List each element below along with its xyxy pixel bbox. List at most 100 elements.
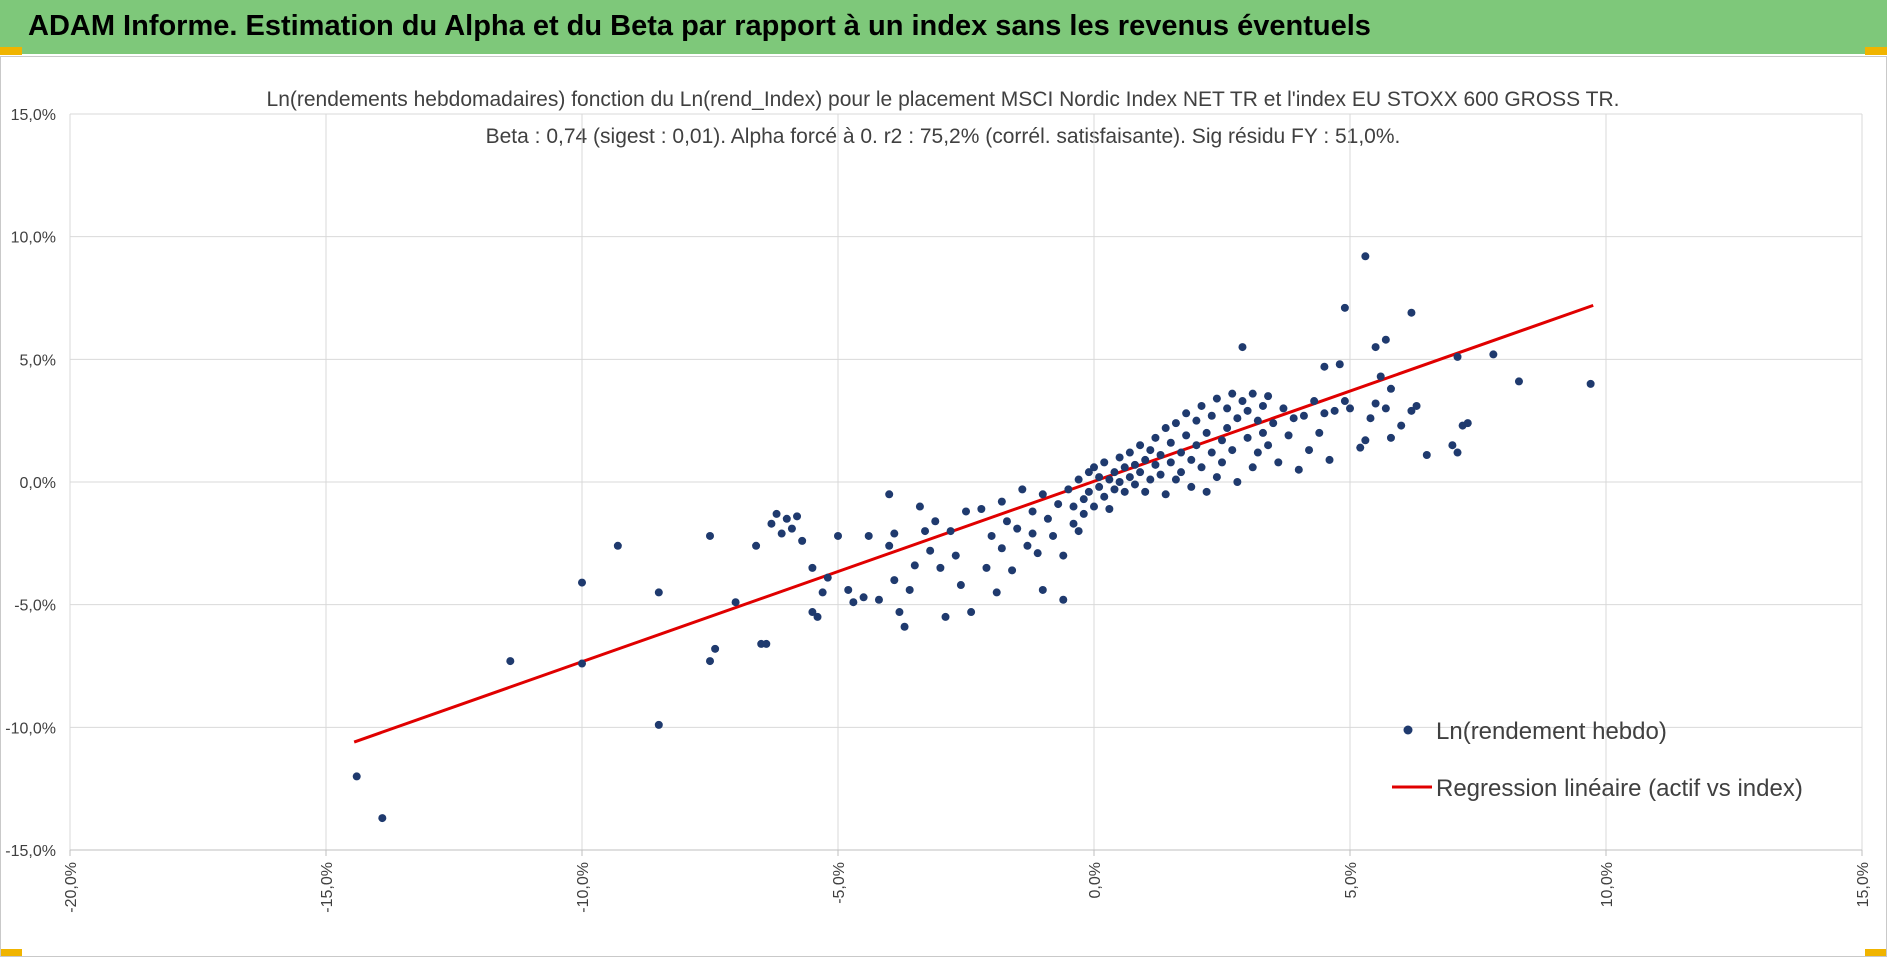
scatter-point (1151, 460, 1160, 469)
scatter-point (808, 563, 817, 572)
scatter-point (1074, 527, 1083, 536)
scatter-point (1586, 379, 1595, 388)
scatter-point (1028, 507, 1037, 516)
scatter-point (1130, 460, 1139, 469)
scatter-point (1264, 392, 1273, 401)
scatter-point (1274, 458, 1283, 467)
scatter-point (1146, 446, 1155, 455)
scatter-point (578, 659, 586, 668)
scatter-point (997, 544, 1006, 553)
corner-marker-top-right (1865, 47, 1887, 55)
scatter-point (1381, 404, 1390, 413)
corner-marker-bottom-right (1865, 949, 1887, 957)
scatter-point (1125, 473, 1134, 482)
scatter-point (1043, 514, 1052, 523)
regression-layer (353, 303, 1594, 744)
scatter-point (834, 531, 842, 540)
scatter-point (1120, 463, 1129, 472)
scatter-point (992, 588, 1001, 597)
scatter-point (1090, 502, 1098, 511)
scatter-point (1008, 566, 1017, 575)
scatter-point (1192, 441, 1201, 450)
scatter-point (1120, 487, 1129, 496)
scatter-point (711, 644, 720, 653)
chart-subtitle: Beta : 0,74 (sigest : 0,01). Alpha forcé… (486, 125, 1401, 148)
scatter-point (1212, 473, 1221, 482)
scatter-point (1258, 401, 1267, 410)
y-tick-label: 15,0% (11, 107, 56, 124)
scatter-point (1197, 401, 1206, 410)
regression-line (353, 303, 1594, 744)
scatter-point (1115, 453, 1124, 462)
scatter-point (1161, 424, 1170, 433)
scatter-point (1386, 433, 1395, 442)
scatter-point (813, 612, 822, 621)
scatter-point (1223, 424, 1232, 433)
scatter-point (1002, 517, 1011, 526)
scatter-point (1279, 404, 1288, 413)
scatter-point (1218, 436, 1226, 445)
scatter-point (890, 576, 899, 585)
scatter-point (654, 588, 663, 597)
scatter-point (941, 612, 950, 621)
scatter-point (890, 529, 899, 538)
scatter-point (1371, 399, 1380, 408)
scatter-point (1023, 541, 1032, 550)
scatter-point (777, 529, 786, 538)
scatter-point (752, 541, 761, 550)
scatter-point (1166, 458, 1175, 467)
x-tick-label: 5,0% (1343, 862, 1360, 898)
scatter-point (1330, 406, 1339, 415)
scatter-point (859, 593, 868, 602)
scatter-point (864, 531, 873, 540)
scatter-point (1105, 504, 1114, 513)
scatter-point (654, 720, 663, 729)
scatter-point (849, 598, 858, 607)
scatter-point (1079, 495, 1088, 504)
scatter-point (987, 531, 996, 540)
scatter-point (885, 541, 894, 550)
scatter-point (1361, 252, 1370, 261)
header-title: ADAM Informe. Estimation du Alpha et du … (28, 10, 1371, 42)
scatter-point (506, 657, 515, 666)
scatter-point (956, 581, 965, 590)
header-bar: ADAM Informe. Estimation du Alpha et du … (0, 0, 1887, 56)
scatter-point (1407, 308, 1416, 317)
scatter-point (1151, 433, 1160, 442)
scatter-point (1084, 468, 1093, 477)
scatter-point (1171, 419, 1180, 428)
scatter-point (1074, 475, 1083, 484)
scatter-point (1448, 441, 1457, 450)
scatter-point (1192, 416, 1201, 425)
scatter-point (1310, 397, 1319, 406)
legend: Ln(rendement hebdo) Regression linéaire … (1392, 718, 1803, 802)
scatter-point (1320, 362, 1329, 371)
scatter-point (931, 517, 940, 526)
scatter-point (1299, 411, 1308, 420)
y-tick-label: -5,0% (14, 598, 56, 615)
scatter-point (808, 608, 817, 617)
scatter-point (1248, 463, 1257, 472)
scatter-point (1376, 372, 1385, 381)
scatter-point (1223, 404, 1232, 413)
scatter-point (997, 497, 1006, 506)
scatter-point (1361, 436, 1370, 445)
scatter-point (1305, 446, 1314, 455)
scatter-point (787, 524, 796, 533)
scatter-point (1264, 441, 1273, 450)
y-tick-label: 5,0% (20, 352, 56, 369)
scatter-point (1033, 549, 1042, 558)
x-tick-label: -15,0% (319, 862, 336, 913)
scatter-point (1100, 458, 1109, 467)
scatter-point (1177, 448, 1186, 457)
scatter-point (1146, 475, 1155, 484)
scatter-point (1115, 478, 1124, 486)
scatter-point (1386, 384, 1395, 393)
scatter-point (1407, 406, 1416, 415)
scatter-point (936, 563, 945, 572)
scatter-point (1412, 401, 1421, 410)
scatter-point (1079, 509, 1088, 518)
scatter-point (1289, 414, 1298, 423)
scatter-point (962, 507, 970, 516)
